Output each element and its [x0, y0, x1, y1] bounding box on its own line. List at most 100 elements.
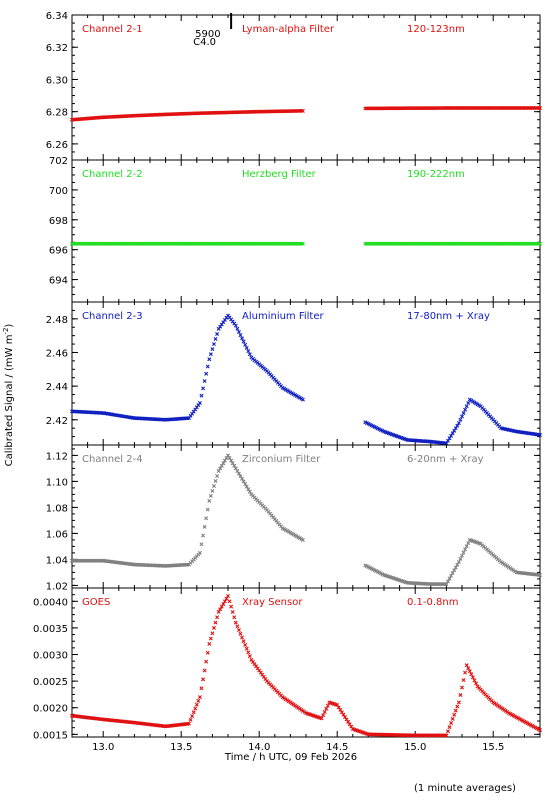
data-point: [199, 393, 204, 398]
data-point: [300, 241, 305, 246]
data-point: [450, 571, 455, 576]
data-point: [224, 596, 229, 601]
data-point: [238, 333, 243, 338]
data-point: [197, 695, 202, 700]
data-point: [210, 488, 215, 493]
data-point: [460, 414, 464, 419]
data-point: [227, 456, 232, 460]
panel-band-label: 120-123nm: [407, 24, 465, 35]
data-point: [453, 708, 458, 713]
data-point: [300, 397, 305, 402]
data-point: [240, 336, 245, 341]
data-point: [204, 516, 209, 521]
data-point: [226, 453, 230, 458]
y-tick-label: 1.02: [46, 581, 68, 592]
data-point: [241, 479, 246, 484]
data-point: [322, 710, 327, 714]
data-point: [456, 421, 461, 426]
data-point: [244, 646, 249, 651]
data-point: [321, 713, 326, 718]
flare-marker-label-top: 5900: [195, 29, 220, 40]
data-point: [236, 628, 241, 633]
data-point: [215, 331, 220, 336]
data-point: [444, 441, 449, 446]
y-axis-title-main: Calibrated Signal / (mW m: [4, 335, 15, 467]
data-point: [464, 663, 469, 668]
y-tick-label: 1.12: [46, 451, 68, 462]
data-point: [194, 702, 199, 707]
data-point: [193, 706, 198, 711]
data-point: [221, 601, 226, 606]
data-point: [445, 729, 450, 734]
data-point: [455, 704, 460, 709]
data-point: [202, 524, 207, 529]
y-tick-label: 2.46: [46, 348, 68, 359]
data-point: [232, 615, 237, 620]
data-point: [230, 461, 235, 466]
data-point: [196, 698, 201, 703]
data-point: [455, 423, 460, 428]
data-point: [247, 654, 252, 659]
panel-filter-label: Lyman-alpha Filter: [242, 24, 335, 35]
y-tick-label: 700: [49, 186, 68, 197]
data-point: [210, 631, 215, 636]
data-point: [474, 681, 479, 686]
data-point: [246, 349, 251, 354]
panel-ch2-2: 694 696 698 700 702 Channel 2-2 Herzberg Filte…: [49, 156, 542, 303]
data-point: [205, 650, 210, 655]
data-point: [191, 710, 196, 715]
data-point: [300, 537, 305, 542]
data-point: [452, 428, 457, 433]
y-axis-title: Calibrated Signal / (mW m-2): [2, 324, 15, 467]
data-point: [460, 553, 464, 558]
data-point: [453, 426, 458, 431]
data-point: [202, 379, 207, 384]
data-point: [227, 599, 232, 604]
data-point: [464, 404, 469, 409]
data-point: [461, 678, 466, 683]
panel-ch2-3: 2.42 2.44 2.46 2.48 Channel 2-3 Aluminium Fil…: [46, 301, 542, 446]
data-point: [226, 593, 230, 598]
panel-filter-label: Zirconium Filter: [242, 454, 321, 465]
data-point: [463, 670, 468, 675]
data-point: [343, 715, 347, 720]
data-point: [466, 541, 471, 546]
data-point: [447, 725, 452, 730]
data-point: [216, 469, 221, 473]
data-point: [444, 582, 449, 587]
data-point: [190, 714, 195, 719]
data-point: [243, 642, 248, 647]
data-point: [466, 400, 471, 405]
data-point: [538, 105, 542, 110]
data-point: [229, 458, 234, 463]
data-point: [450, 431, 455, 436]
data-point: [211, 342, 216, 347]
y-tick-label: 1.06: [46, 529, 68, 540]
data-point: [347, 722, 352, 727]
data-point: [236, 471, 241, 476]
x-tick-label: 14.5: [326, 742, 348, 753]
data-point: [338, 707, 343, 712]
data-point: [349, 724, 354, 729]
data-point: [472, 678, 477, 683]
panel-channel-label: Channel 2-2: [82, 169, 143, 180]
panel-frame: [71, 159, 541, 303]
data-point: [241, 339, 246, 344]
y-tick-label: 6.28: [46, 108, 68, 119]
panel-channel-label: Channel 2-1: [82, 24, 143, 35]
data-point: [460, 685, 464, 690]
data-point: [241, 639, 246, 644]
data-point: [467, 669, 472, 674]
panels-group: 6.26 6.28 6.30 6.32 6.34 Channel 2-1 Lyman-alp…: [33, 11, 542, 753]
data-point: [222, 458, 227, 463]
series-points: [70, 453, 542, 587]
data-point: [452, 568, 457, 573]
data-point: [246, 487, 251, 492]
series-points: [70, 313, 542, 446]
data-point: [210, 347, 215, 352]
data-point: [235, 326, 240, 331]
panel-frame: [71, 14, 541, 161]
y-tick-label: 6.34: [46, 11, 68, 22]
data-point: [449, 573, 454, 578]
data-point: [447, 436, 452, 441]
